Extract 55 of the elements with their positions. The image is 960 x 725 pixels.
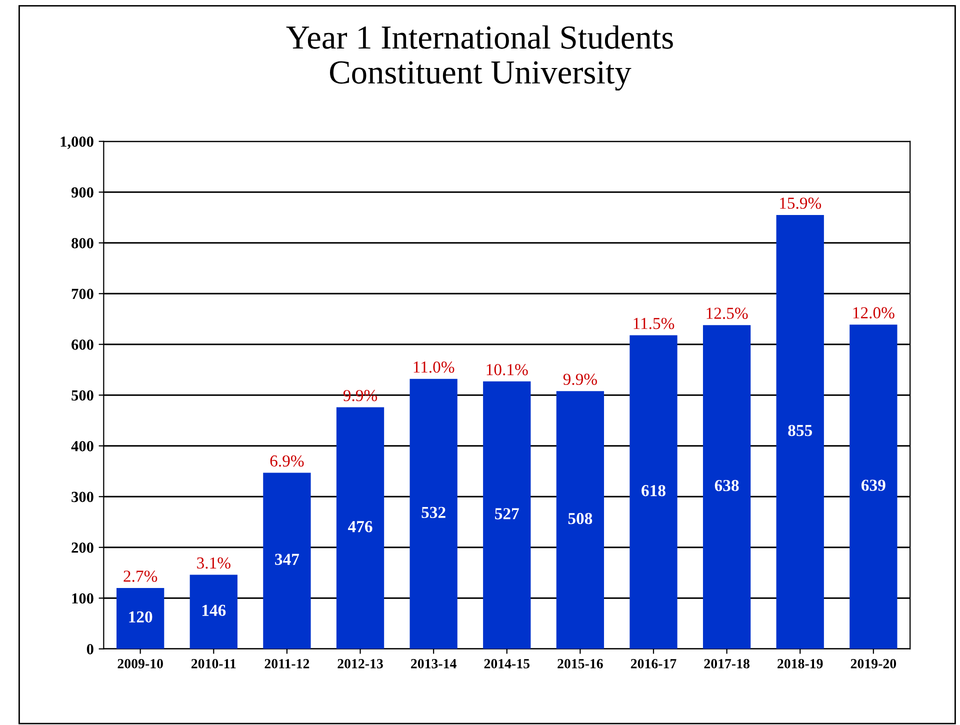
annotation: 3.1% bbox=[197, 557, 230, 569]
x-tick-label: 2013-14 bbox=[411, 659, 456, 668]
bar bbox=[776, 214, 824, 649]
bar bbox=[483, 381, 531, 649]
y-tick-label: 200 bbox=[72, 542, 94, 553]
y-tick-label: 100 bbox=[72, 593, 94, 604]
bar bbox=[410, 378, 458, 649]
data-label: 476 bbox=[348, 521, 372, 532]
annotation: 12.5% bbox=[706, 308, 748, 319]
y-tick-label: 0 bbox=[86, 644, 94, 654]
annotation: 9.9% bbox=[563, 374, 597, 385]
data-label: 347 bbox=[275, 554, 300, 565]
data-label: 532 bbox=[422, 506, 446, 518]
data-label: 638 bbox=[714, 480, 739, 492]
y-tick-label: 400 bbox=[71, 441, 94, 452]
bar bbox=[630, 335, 678, 649]
x-tick-label: 2015-16 bbox=[558, 659, 603, 668]
x-tick-label: 2019-20 bbox=[850, 659, 896, 668]
annotation: 10.1% bbox=[486, 364, 528, 376]
bar bbox=[336, 407, 384, 649]
x-tick-label: 2016-17 bbox=[630, 659, 676, 668]
bar bbox=[702, 325, 751, 649]
bar bbox=[263, 472, 311, 649]
annotation: 11.5% bbox=[634, 318, 674, 330]
annotation: 15.9% bbox=[780, 198, 822, 209]
annotation: 6.9% bbox=[270, 455, 304, 467]
x-tick-label: 2017-18 bbox=[704, 659, 750, 668]
annotation: 11.0% bbox=[414, 361, 454, 373]
data-label: 618 bbox=[642, 484, 666, 496]
annotation: 2.7% bbox=[124, 570, 158, 582]
data-label: 508 bbox=[568, 512, 592, 524]
x-tick-label: 2009-10 bbox=[118, 659, 163, 668]
x-tick-label: 2018-19 bbox=[778, 659, 823, 668]
x-tick-label: 2011-12 bbox=[264, 659, 310, 668]
data-label: 855 bbox=[788, 424, 812, 436]
x-tick-label: 2010-11 bbox=[191, 659, 236, 668]
bar bbox=[116, 588, 164, 649]
chart-title: Year 1 International Students Constituent University bbox=[286, 25, 673, 91]
y-tick-label: 600 bbox=[72, 340, 94, 350]
x-tick-label: 2014-15 bbox=[484, 659, 530, 668]
annotation: 12.0% bbox=[853, 307, 894, 318]
bar bbox=[190, 574, 238, 649]
data-label: 639 bbox=[861, 480, 886, 491]
data-label: 120 bbox=[129, 611, 152, 623]
data-label: 146 bbox=[202, 604, 226, 616]
x-tick-label: 2012-13 bbox=[338, 659, 383, 668]
y-tick-label: 800 bbox=[72, 238, 94, 248]
bar bbox=[556, 391, 604, 649]
y-tick-label: 1,000 bbox=[60, 136, 94, 150]
y-tick-label: 300 bbox=[72, 492, 94, 502]
data-label: 527 bbox=[495, 508, 519, 520]
bar bbox=[850, 324, 898, 649]
y-tick-label: 700 bbox=[72, 288, 94, 300]
y-tick-label: 500 bbox=[72, 390, 94, 401]
y-tick-label: 900 bbox=[71, 187, 94, 198]
